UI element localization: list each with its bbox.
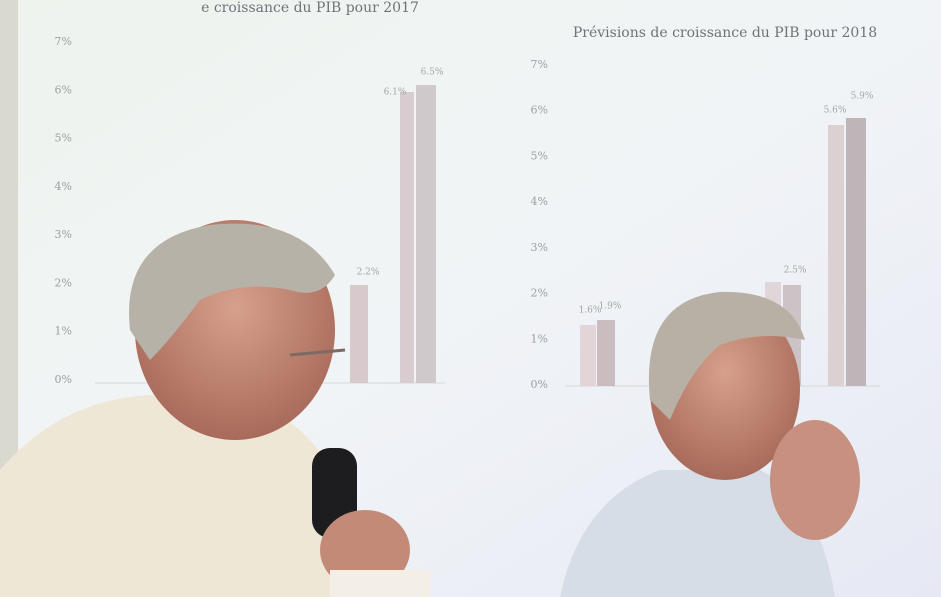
axis-label: 0%: [55, 373, 72, 386]
bar: [416, 85, 436, 383]
bar: [846, 118, 866, 386]
axis-label: 4%: [531, 195, 548, 208]
bar: [597, 320, 615, 386]
hair: [129, 223, 335, 360]
axis-label: 1%: [531, 332, 548, 345]
value-label: 5.6%: [824, 106, 847, 116]
axis-label: 0%: [531, 378, 548, 391]
value-label: 6.5%: [421, 68, 444, 78]
axis-label: 7%: [531, 58, 548, 71]
axis-label: 2%: [531, 287, 548, 300]
shirt: [0, 395, 360, 597]
axis-label: 2%: [55, 276, 72, 289]
right-person: [560, 291, 860, 597]
chart-title: e croissance du PIB pour 2017: [201, 0, 419, 16]
axis-label: 7%: [55, 35, 72, 48]
paper: [330, 570, 430, 597]
axis-label: 3%: [531, 241, 548, 254]
axis-label: 4%: [55, 180, 72, 193]
value-label: 2.5%: [784, 266, 807, 276]
glasses: [289, 348, 346, 357]
axis-label: 5%: [55, 132, 72, 145]
hair: [648, 291, 805, 420]
axis-label: 3%: [55, 228, 72, 241]
slide-texts: e croissance du PIB pour 2017 Prévisions…: [55, 0, 878, 391]
axis-label: 6%: [55, 83, 72, 96]
value-label: 5.9%: [851, 92, 874, 102]
value-label: 1.9%: [599, 302, 622, 312]
shirt: [560, 470, 835, 597]
hand: [770, 420, 860, 540]
bar: [400, 92, 414, 383]
bar: [350, 285, 368, 383]
bar: [828, 125, 844, 386]
axis-label: 5%: [531, 149, 548, 162]
chart-title: Prévisions de croissance du PIB pour 201…: [573, 25, 877, 41]
value-label: 6.1%: [384, 88, 407, 98]
value-label: 1.6%: [579, 306, 602, 316]
screen-edge: [0, 0, 18, 597]
left-person: [0, 220, 430, 597]
bar: [580, 325, 596, 386]
value-label: 2.2%: [357, 268, 380, 278]
axis-label: 6%: [531, 104, 548, 117]
axis-label: 1%: [55, 325, 72, 338]
